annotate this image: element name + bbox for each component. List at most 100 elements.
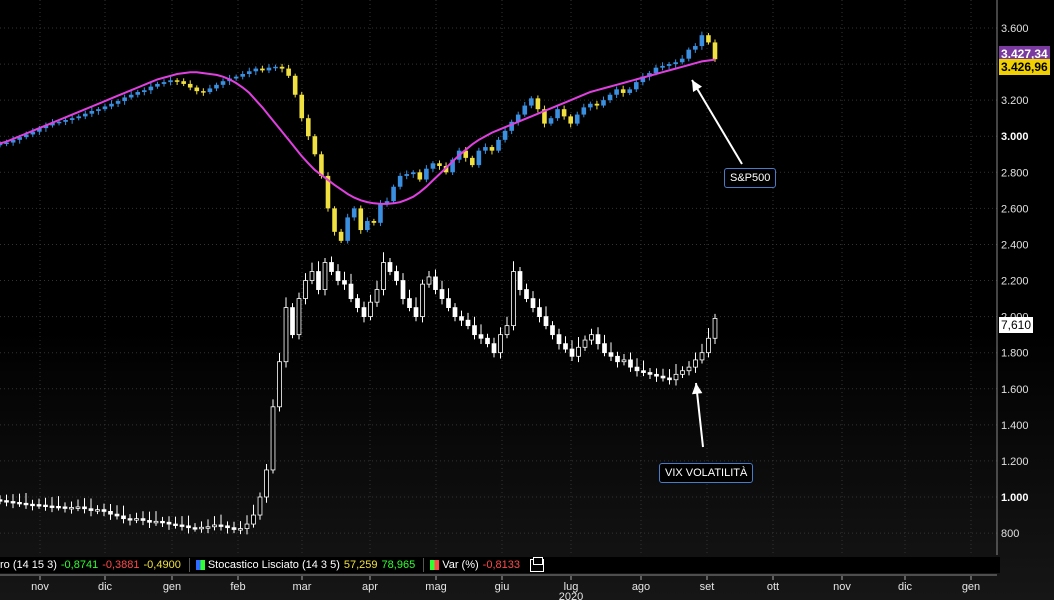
sp500-candle [568, 116, 573, 124]
vix-candle [504, 325, 510, 336]
x-tick-label: dic [898, 581, 913, 593]
vix-candle [251, 514, 256, 525]
vix-candle [43, 504, 48, 508]
sp500-candle [424, 168, 429, 180]
sp500-candle [365, 221, 370, 231]
vix-candle [621, 359, 627, 363]
vix-candle [88, 508, 94, 511]
callout-vix: VIX VOLATILITÀ [659, 463, 754, 483]
sp500-candle [246, 71, 252, 74]
legend-variation-label: Var (%) [442, 559, 479, 571]
vix-candle [595, 334, 601, 345]
sp500-candle [391, 186, 396, 202]
vix-candle [173, 523, 178, 526]
vix-candle [4, 500, 9, 503]
vix-candle [563, 343, 568, 350]
x-tick-label: mar [293, 581, 312, 593]
vix-candle [147, 520, 152, 523]
vix-candle [569, 348, 575, 357]
sp500-candle [142, 90, 147, 93]
indicator-legend: ro (14 15 3) -0,8741 -0,3881 -0,4900 Sto… [0, 557, 1000, 573]
vix-candle [361, 307, 367, 318]
vix-candle [686, 366, 692, 372]
sp500-candle [476, 150, 482, 166]
vix-candle [355, 298, 360, 308]
sp500-candle [286, 68, 291, 76]
sp500-candle [607, 94, 613, 101]
sp500-candle [253, 68, 259, 72]
vix-candle [238, 528, 243, 531]
vix-candle [556, 334, 562, 345]
vix-candle [322, 262, 328, 290]
vix-candle [387, 262, 393, 272]
vix-candle [10, 501, 16, 504]
sp500-candle [640, 76, 646, 83]
x-tick-label: ago [632, 581, 650, 593]
sp500-candle [351, 208, 357, 218]
vix-candle [673, 373, 679, 381]
x-tick-label: apr [362, 581, 378, 593]
vix-candle [309, 271, 315, 281]
sp500-candle [594, 103, 600, 106]
vix-candle [283, 307, 289, 363]
sp500-candle [693, 46, 698, 50]
sp500-candle [187, 83, 193, 88]
restore-window-icon[interactable] [529, 557, 544, 572]
sp500-candle [299, 94, 305, 119]
sp500-candle [673, 62, 678, 65]
vix-candle [511, 271, 516, 327]
sp500-candle [155, 83, 160, 87]
vix-candle [712, 318, 718, 339]
vix-candle [140, 518, 146, 521]
vix-candle [179, 524, 185, 527]
y-tick-label: 1.800 [1001, 348, 1029, 360]
vix-candle [121, 515, 126, 520]
sp500-candle [712, 42, 718, 60]
vix-candle [17, 502, 22, 505]
y-tick-label: 2.400 [1001, 239, 1029, 251]
sp500-candle [555, 109, 560, 119]
legend-stochastic-value: 78,965 [381, 559, 416, 571]
sp500-candle [312, 136, 318, 155]
y-tick-label: 1.200 [1001, 456, 1029, 468]
legend-divider [423, 558, 425, 572]
x-tick-label: ott [767, 581, 779, 593]
sp500-candle [135, 92, 141, 95]
sp500-candle [620, 89, 626, 93]
x-tick-label: dic [98, 581, 113, 593]
vix-candle [244, 523, 250, 529]
vix-candle [634, 366, 640, 372]
vix-candle [543, 316, 549, 327]
sp500-candle [542, 109, 547, 124]
sp500-annotation-arrow [691, 79, 743, 165]
sp500-candle [509, 121, 514, 131]
vix-candle [316, 271, 321, 290]
vix-candle [426, 276, 432, 285]
sp500-candle [109, 103, 114, 107]
vix-candle [394, 271, 399, 281]
sp500-candle [535, 98, 541, 110]
vix-candle [537, 307, 542, 318]
sp500-candle [430, 163, 436, 169]
vix-candle [186, 525, 191, 529]
sp500-candle [181, 81, 186, 84]
sp500-candle [161, 82, 167, 84]
sp500-candle [686, 49, 692, 59]
variation-swatch-icon [430, 560, 440, 570]
vix-candle [478, 334, 484, 339]
sp500-candle [706, 35, 711, 43]
vix-candle [680, 370, 685, 375]
sp500-candle [50, 122, 55, 126]
y-tick-label: 1.600 [1001, 384, 1029, 396]
vix-candle [550, 325, 555, 336]
sp500-candle [260, 68, 265, 71]
vix-candle [30, 503, 35, 507]
x-tick-label: gen [962, 581, 980, 593]
vix-candle [381, 262, 386, 290]
y-tick-label: 2.600 [1001, 203, 1029, 215]
sp500-candle [207, 88, 213, 93]
x-tick-label: nov [31, 581, 49, 593]
vix-candle [329, 262, 334, 272]
vix-candle [407, 298, 412, 308]
